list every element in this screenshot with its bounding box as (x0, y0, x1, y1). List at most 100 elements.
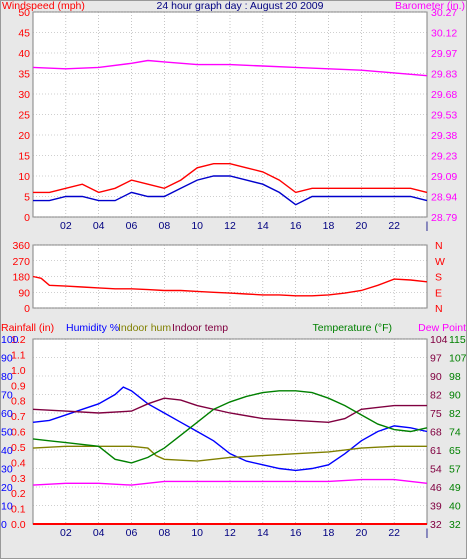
windspeed-tick-label: 10 (18, 171, 30, 183)
rainfall-axis-label: Rainfall (in) (1, 322, 54, 334)
barometer-tick-label: 30.27 (431, 7, 457, 19)
barometer-tick-label: 30.12 (431, 28, 457, 40)
x-tick-label-1: 22 (388, 220, 400, 232)
series-indoor_hum (32, 445, 427, 462)
x-tick-label-3: 18 (323, 527, 335, 539)
humidity-tick-label: 90 (1, 353, 13, 365)
indoor-temp-tick-label: 82 (430, 390, 442, 402)
x-tick-end-1: | (426, 220, 429, 232)
barometer-tick-label: 29.23 (431, 151, 457, 163)
chart-title: 24 hour graph day : August 20 2009 (157, 0, 324, 12)
humidity-tick-label: 100 (1, 334, 19, 346)
x-tick-label-3: 04 (93, 527, 105, 539)
barometer-tick-label: 28.94 (431, 192, 457, 204)
indoor-temp-tick-label: 32 (430, 519, 442, 531)
x-tick-label-3: 06 (126, 527, 138, 539)
barometer-tick-label: 29.83 (431, 69, 457, 81)
windspeed-axis-label: Windspeed (mph) (2, 0, 85, 12)
barometer-tick-label: 29.53 (431, 110, 457, 122)
humidity-tick-label: 30 (1, 464, 13, 476)
x-tick-label-3: 10 (191, 527, 203, 539)
temperature-tick-label: 74 (449, 427, 461, 439)
temperature-tick-label: 82 (449, 408, 461, 420)
x-tick-label-3: 14 (257, 527, 269, 539)
rain-tick-label: 0.7 (11, 411, 26, 423)
temperature-tick-label: 32 (449, 519, 461, 531)
temperature-tick-label: 49 (449, 482, 461, 494)
x-tick-label-3: 12 (224, 527, 236, 539)
x-tick-label-1: 02 (60, 220, 72, 232)
barometer-tick-label: 29.68 (431, 89, 457, 101)
rain-tick-label: 0.3 (11, 473, 26, 485)
indoor-temp-tick-label: 104 (430, 334, 448, 346)
rain-tick-label: 0.1 (11, 504, 26, 516)
x-tick-label-1: 08 (158, 220, 170, 232)
barometer-tick-label: 29.09 (431, 171, 457, 183)
x-tick-label-1: 06 (126, 220, 138, 232)
x-tick-label-1: 04 (93, 220, 105, 232)
humidity-tick-label: 10 (1, 501, 13, 513)
windspeed-tick-label: 45 (18, 28, 30, 40)
rain-tick-label: 0.8 (11, 396, 26, 408)
x-tick-label-3: 16 (290, 527, 302, 539)
compass-tick-label: E (435, 287, 442, 299)
rain-tick-label: 0.4 (11, 457, 26, 469)
temperature-tick-label: 57 (449, 464, 461, 476)
rain-tick-label: 1.2 (11, 334, 26, 346)
direction-tick-label: 180 (12, 272, 30, 284)
indoor-temp-tick-label: 61 (430, 445, 442, 457)
compass-tick-label: W (435, 256, 445, 268)
series-wind_low (33, 175, 428, 206)
indoor-temp-axis-label: Indoor temp (172, 322, 228, 334)
indoor-temp-tick-label: 90 (430, 371, 442, 383)
windspeed-tick-label: 0 (24, 212, 30, 224)
temperature-tick-label: 107 (449, 353, 467, 365)
temperature-tick-label: 90 (449, 390, 461, 402)
indoor-temp-tick-label: 54 (430, 464, 442, 476)
windspeed-tick-label: 35 (18, 69, 30, 81)
rain-tick-label: 1.0 (11, 365, 26, 377)
windspeed-tick-label: 25 (18, 110, 30, 122)
windspeed-tick-label: 5 (24, 192, 30, 204)
temperature-tick-label: 98 (449, 371, 461, 383)
x-tick-label-1: 20 (355, 220, 367, 232)
barometer-tick-label: 29.97 (431, 48, 457, 60)
x-tick-label-1: 12 (224, 220, 236, 232)
x-tick-label-3: 22 (388, 527, 400, 539)
compass-tick-label: N (435, 303, 443, 315)
barometer-tick-label: 28.79 (431, 212, 457, 224)
rain-tick-label: 0.2 (11, 488, 26, 500)
direction-tick-label: 270 (12, 256, 30, 268)
x-tick-label-3: 08 (158, 527, 170, 539)
windspeed-tick-label: 50 (18, 7, 30, 19)
indoor-temp-tick-label: 46 (430, 482, 442, 494)
temperature-tick-label: 40 (449, 501, 461, 513)
barometer-tick-label: 29.38 (431, 130, 457, 142)
rain-tick-label: 0.6 (11, 427, 26, 439)
direction-tick-label: 360 (12, 240, 30, 252)
temperature-tick-label: 65 (449, 445, 461, 457)
humidity-tick-label: 50 (1, 427, 13, 439)
rain-tick-label: 0.5 (11, 442, 26, 454)
x-tick-label-1: 18 (323, 220, 335, 232)
dew-point-axis-label: Dew Point (418, 322, 466, 334)
indoor-hum-axis-label: Indoor hum (118, 322, 171, 334)
indoor-temp-tick-label: 97 (430, 353, 442, 365)
windspeed-tick-label: 30 (18, 89, 30, 101)
x-tick-label-1: 14 (257, 220, 269, 232)
series-barometer (32, 59, 428, 77)
rain-tick-label: 0.0 (11, 519, 26, 531)
humidity-tick-label: 0 (1, 519, 7, 531)
series-humidity (32, 386, 428, 472)
series-wind_avg (33, 163, 428, 194)
indoor-temp-tick-label: 39 (430, 501, 442, 513)
x-tick-label-1: 10 (191, 220, 203, 232)
plot-area-2 (32, 244, 428, 309)
direction-tick-label: 0 (24, 303, 30, 315)
humidity-tick-label: 60 (1, 408, 13, 420)
temperature-tick-label: 115 (449, 334, 466, 346)
x-tick-label-3: 20 (355, 527, 367, 539)
series-wind_dir (32, 275, 428, 297)
windspeed-tick-label: 20 (18, 130, 30, 142)
